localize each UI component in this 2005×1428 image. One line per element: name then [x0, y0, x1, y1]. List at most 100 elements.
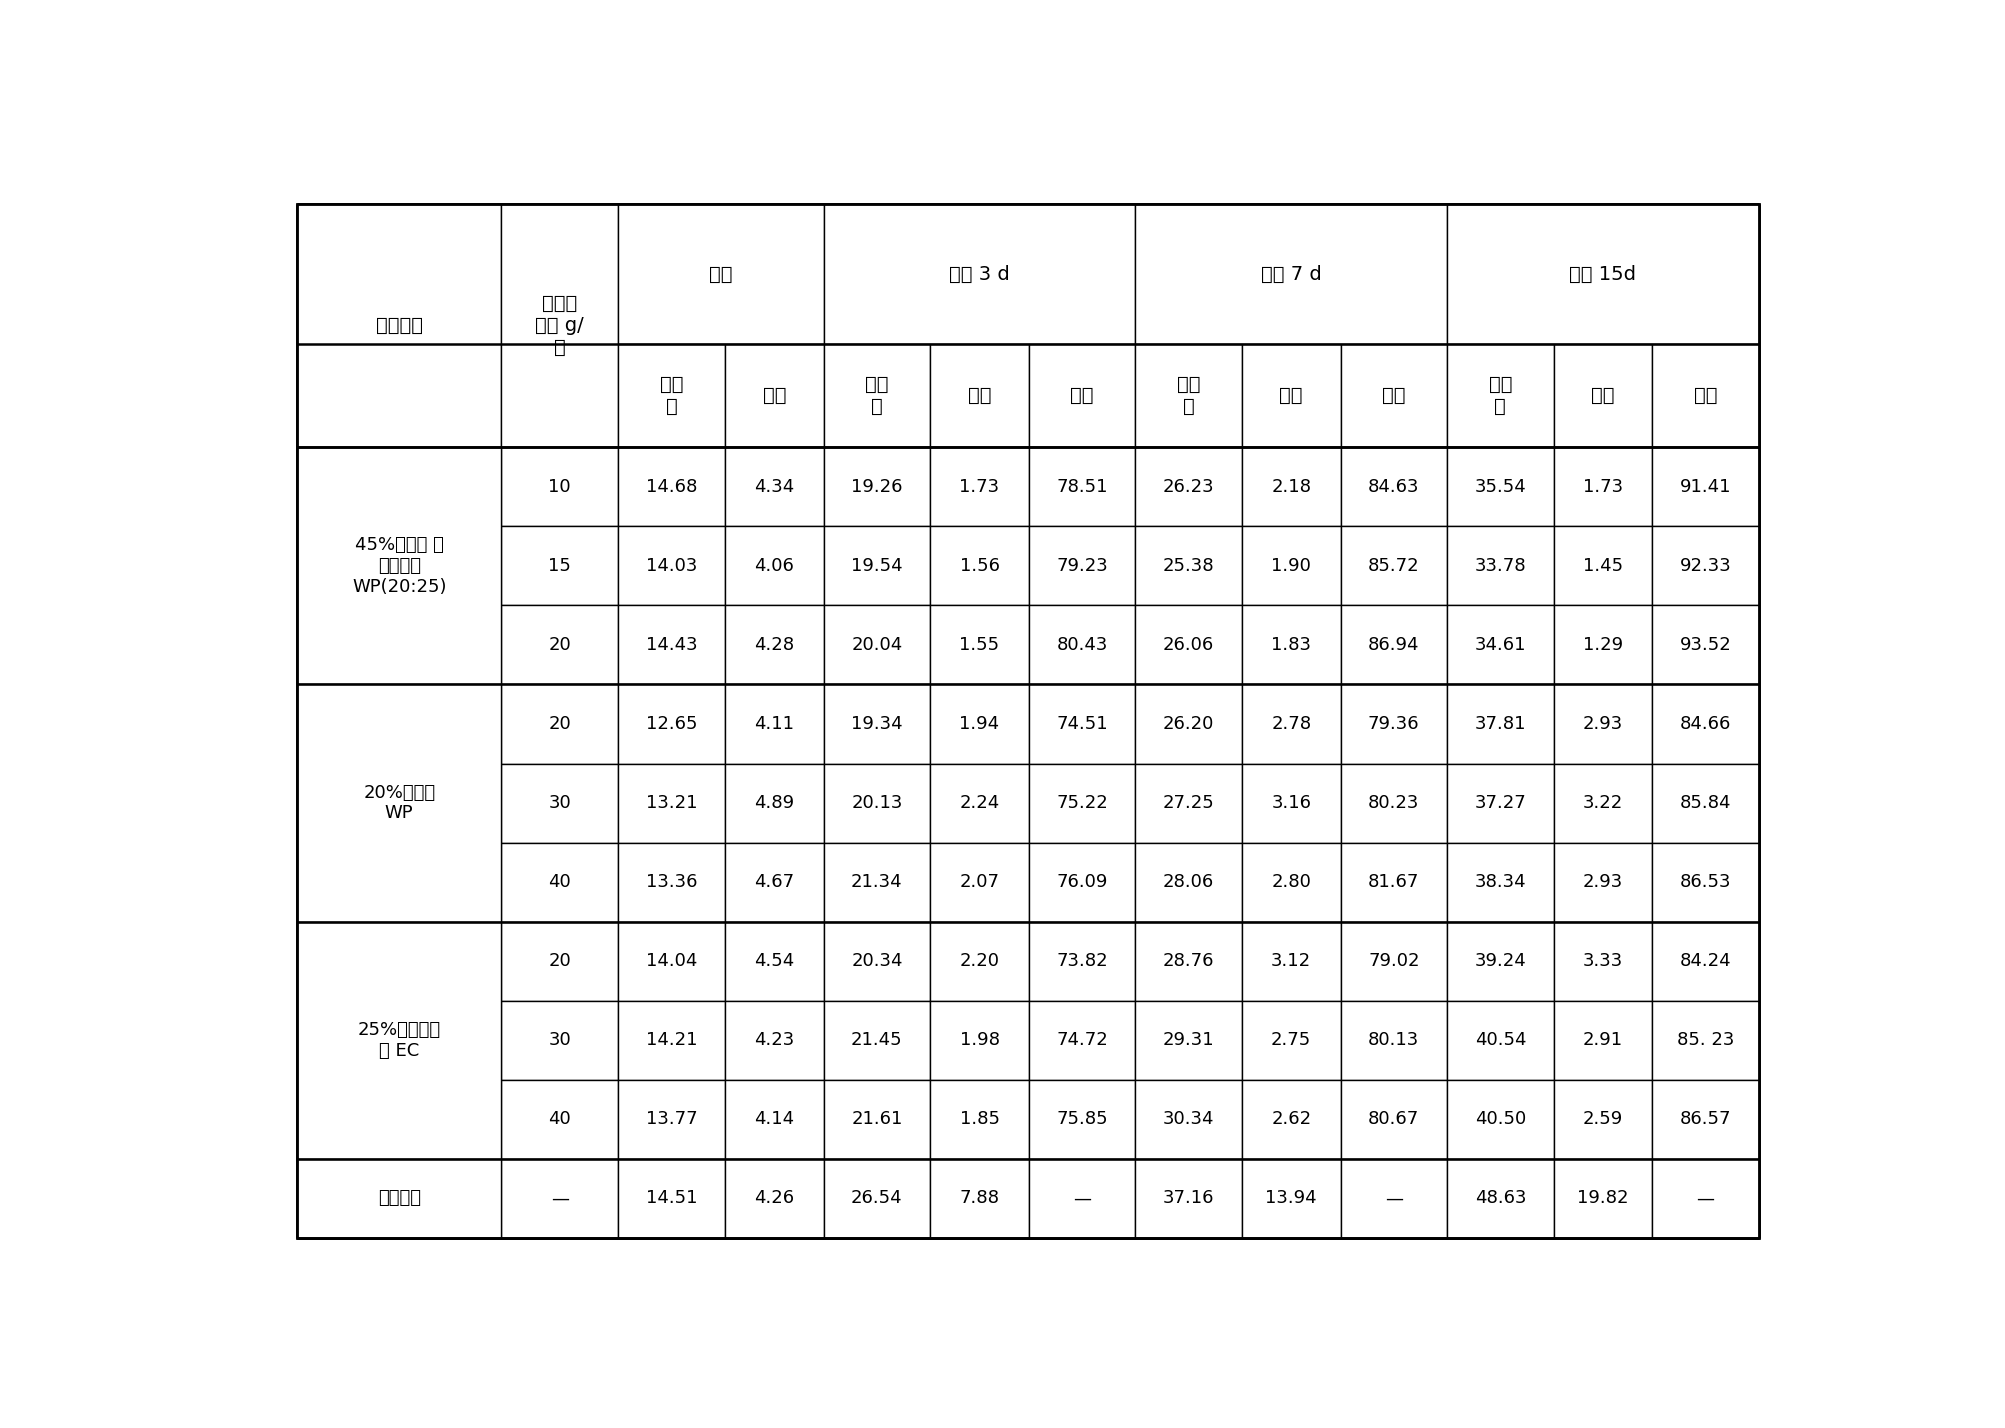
Text: 34.61: 34.61: [1474, 635, 1526, 654]
Bar: [1241, 527, 1339, 605]
Text: 85.84: 85.84: [1678, 794, 1730, 813]
Text: 37.16: 37.16: [1163, 1190, 1213, 1208]
Bar: [1241, 447, 1339, 527]
Bar: [824, 527, 930, 605]
Bar: [724, 447, 824, 527]
Bar: [1029, 764, 1135, 843]
Text: 28.76: 28.76: [1163, 952, 1213, 970]
Text: 防效: 防效: [1692, 386, 1716, 406]
Bar: [1135, 764, 1241, 843]
Bar: [297, 204, 501, 447]
Bar: [1029, 605, 1135, 684]
Text: 75.22: 75.22: [1057, 794, 1107, 813]
Bar: [930, 605, 1029, 684]
Text: 26.06: 26.06: [1163, 635, 1213, 654]
Bar: [1135, 1160, 1241, 1238]
Text: 93.52: 93.52: [1678, 635, 1730, 654]
Bar: [618, 764, 724, 843]
Bar: [1029, 843, 1135, 921]
Text: 40: 40: [547, 873, 571, 891]
Text: 1.29: 1.29: [1582, 635, 1622, 654]
Text: 15: 15: [547, 557, 571, 575]
Text: 19.82: 19.82: [1576, 1190, 1628, 1208]
Bar: [1339, 843, 1446, 921]
Text: 74.51: 74.51: [1057, 715, 1107, 733]
Text: 40.50: 40.50: [1474, 1111, 1526, 1128]
Bar: [1446, 605, 1552, 684]
Text: 2.62: 2.62: [1271, 1111, 1311, 1128]
Text: 病指: 病指: [966, 386, 990, 406]
Text: 清水对照: 清水对照: [377, 1190, 421, 1208]
Bar: [1241, 1080, 1339, 1160]
Text: 4.11: 4.11: [754, 715, 794, 733]
Text: 3.33: 3.33: [1582, 952, 1622, 970]
Text: 1.94: 1.94: [958, 715, 998, 733]
Text: 2.78: 2.78: [1271, 715, 1311, 733]
Bar: [1339, 447, 1446, 527]
Bar: [1652, 1080, 1758, 1160]
Bar: [1339, 527, 1446, 605]
Bar: [501, 1080, 618, 1160]
Text: 85. 23: 85. 23: [1676, 1031, 1734, 1050]
Text: 病叶
率: 病叶 率: [864, 376, 888, 416]
Text: 2.75: 2.75: [1271, 1031, 1311, 1050]
Bar: [824, 921, 930, 1001]
Bar: [1552, 527, 1652, 605]
Text: 30.34: 30.34: [1163, 1111, 1213, 1128]
Text: 2.18: 2.18: [1271, 478, 1311, 496]
Bar: [724, 764, 824, 843]
Bar: [501, 447, 618, 527]
Bar: [1552, 764, 1652, 843]
Text: 84.24: 84.24: [1678, 952, 1730, 970]
Text: 19.54: 19.54: [850, 557, 902, 575]
Bar: [1552, 1080, 1652, 1160]
Bar: [501, 1001, 618, 1080]
Text: 20: 20: [547, 952, 571, 970]
Text: 40: 40: [547, 1111, 571, 1128]
Text: 38.34: 38.34: [1474, 873, 1526, 891]
Text: 21.61: 21.61: [850, 1111, 902, 1128]
Text: 2.91: 2.91: [1582, 1031, 1622, 1050]
Bar: [930, 1160, 1029, 1238]
Bar: [1652, 344, 1758, 447]
Bar: [501, 527, 618, 605]
Text: 14.03: 14.03: [646, 557, 698, 575]
Text: 33.78: 33.78: [1474, 557, 1526, 575]
Text: 病指: 病指: [762, 386, 786, 406]
Bar: [1652, 527, 1758, 605]
Text: 25.38: 25.38: [1163, 557, 1213, 575]
Text: 药后 3 d: 药后 3 d: [948, 264, 1009, 284]
Text: 14.43: 14.43: [646, 635, 698, 654]
Bar: [1652, 447, 1758, 527]
Text: 病指: 病指: [1279, 386, 1303, 406]
Text: 84.66: 84.66: [1678, 715, 1730, 733]
Bar: [1029, 344, 1135, 447]
Bar: [1339, 344, 1446, 447]
Text: 4.28: 4.28: [754, 635, 794, 654]
Text: 病指: 病指: [1590, 386, 1614, 406]
Text: 病叶
率: 病叶 率: [660, 376, 684, 416]
Bar: [1552, 447, 1652, 527]
Bar: [618, 684, 724, 764]
Bar: [824, 684, 930, 764]
Text: 防效: 防效: [1071, 386, 1093, 406]
Text: 14.04: 14.04: [646, 952, 698, 970]
Bar: [824, 1001, 930, 1080]
Bar: [824, 1080, 930, 1160]
Text: 26.20: 26.20: [1163, 715, 1213, 733]
Bar: [501, 684, 618, 764]
Bar: [1241, 1160, 1339, 1238]
Text: 73.82: 73.82: [1057, 952, 1107, 970]
Text: 13.21: 13.21: [646, 794, 698, 813]
Text: 13.94: 13.94: [1265, 1190, 1317, 1208]
Bar: [1135, 447, 1241, 527]
Text: 20.34: 20.34: [850, 952, 902, 970]
Text: 37.27: 37.27: [1474, 794, 1526, 813]
Text: 48.63: 48.63: [1474, 1190, 1526, 1208]
Text: 2.59: 2.59: [1582, 1111, 1622, 1128]
Bar: [930, 447, 1029, 527]
Text: 14.51: 14.51: [646, 1190, 698, 1208]
Text: 药后 7 d: 药后 7 d: [1261, 264, 1321, 284]
Bar: [824, 764, 930, 843]
Bar: [501, 921, 618, 1001]
